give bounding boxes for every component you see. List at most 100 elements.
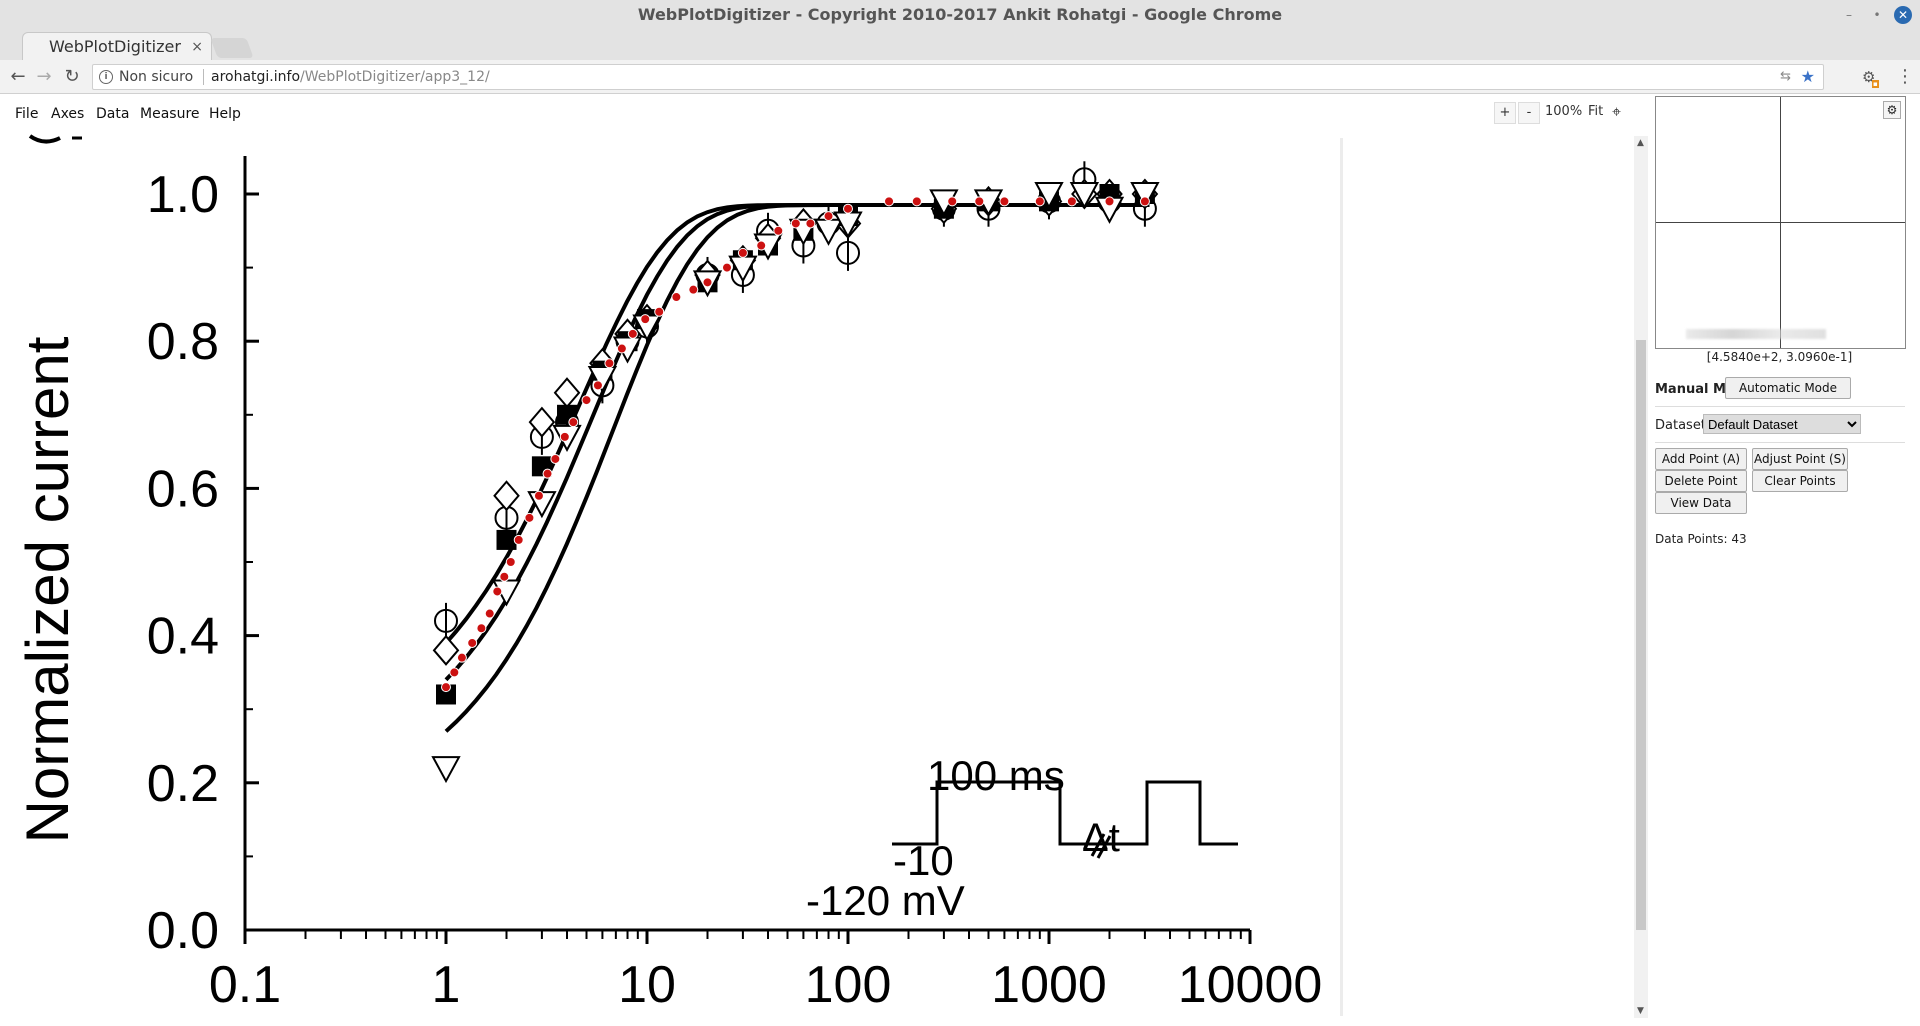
digitized-point (616, 343, 627, 354)
digitized-point (947, 196, 958, 207)
scroll-down-icon[interactable]: ▼ (1637, 1006, 1644, 1016)
digitized-point (568, 417, 579, 428)
digitized-point (559, 431, 570, 442)
app-menubar: File Axes Data Measure Help (0, 94, 1650, 130)
square-marker (436, 684, 456, 705)
info-icon[interactable]: i (99, 70, 113, 84)
square-marker (496, 529, 517, 550)
delete-point-button[interactable]: Delete Point (D) (1655, 470, 1747, 508)
translate-icon[interactable]: ⇆ (1780, 69, 1791, 84)
tab-strip: WebPlotDigitizer × (0, 30, 1920, 61)
digitized-point (721, 262, 732, 273)
diamond-marker (432, 634, 460, 666)
digitized-point (756, 240, 767, 251)
digitized-point (654, 306, 665, 317)
tab-close-icon[interactable]: × (191, 39, 203, 55)
window-controls: – • ✕ (1838, 4, 1912, 26)
view-data-button[interactable]: View Data (1655, 492, 1747, 514)
clear-points-button[interactable]: Clear Points (1752, 470, 1848, 492)
triangle-marker (1034, 182, 1064, 210)
menu-measure[interactable]: Measure (140, 106, 200, 122)
panel-divider (1655, 442, 1905, 443)
bookmark-star-icon[interactable]: ★ (1800, 67, 1815, 86)
data-points-count: Data Points: 43 (1655, 532, 1747, 546)
zoom-in-button[interactable]: + (1494, 102, 1516, 124)
panel-divider (1655, 406, 1905, 407)
digitized-point (550, 453, 561, 464)
triangle-marker (431, 756, 461, 784)
tab-title: WebPlotDigitizer (49, 37, 181, 56)
digitized-point (581, 395, 592, 406)
browser-tab[interactable]: WebPlotDigitizer × (22, 32, 212, 61)
back-arrow-icon[interactable]: ← (10, 66, 26, 87)
triangle-marker (587, 366, 618, 394)
menu-file[interactable]: File (15, 106, 39, 122)
y-axis-label: Normalized current (14, 336, 81, 843)
triangle-marker (1130, 182, 1160, 210)
digitized-point (843, 203, 853, 214)
canvas-scrollbar[interactable]: ▲ ▼ (1634, 136, 1648, 1018)
digitized-point (492, 586, 503, 597)
digitized-point (640, 314, 651, 325)
side-panel: ⚙ [4.5840e+2, 3.0960e-1] Manual Mode Aut… (1652, 96, 1920, 1022)
digitized-point (999, 196, 1010, 207)
chart-image[interactable]: 0.0 0.2 0.4 0.6 0.8 1.0 0.1 1 10 100 1000 10000 Norm… (0, 132, 1342, 1022)
close-window-button[interactable]: ✕ (1894, 6, 1912, 24)
url-text[interactable]: arohatgi.info/WebPlotDigitizer/app3_12/ (211, 65, 490, 89)
address-divider (203, 69, 204, 85)
y-tick-label: 0.4 (147, 608, 219, 666)
forward-arrow-icon[interactable]: → (36, 66, 52, 87)
zoom-out-button[interactable]: - (1518, 102, 1540, 124)
reload-icon[interactable]: ↻ (64, 66, 80, 87)
digitized-point (671, 292, 682, 303)
y-tick-label: 0.0 (147, 902, 219, 960)
digitized-point (449, 667, 460, 678)
scroll-up-icon[interactable]: ▲ (1637, 138, 1644, 148)
x-tick-label: 10000 (1178, 956, 1323, 1014)
menu-axes[interactable]: Axes (51, 106, 85, 122)
x-tick-label: 1 (432, 956, 461, 1014)
fit-curve (444, 203, 1150, 733)
diamond-marker (553, 377, 581, 409)
security-status[interactable]: Non sicuro (119, 69, 194, 85)
scrollbar-thumb[interactable] (1636, 340, 1646, 930)
new-tab-button[interactable] (210, 38, 254, 58)
digitized-point (737, 247, 748, 258)
adjust-point-button[interactable]: Adjust Point (S) (1752, 448, 1848, 470)
automatic-mode-button[interactable]: Automatic Mode (1725, 377, 1851, 399)
digitized-point (911, 196, 922, 207)
digitized-point (476, 623, 487, 634)
digitized-point (542, 468, 553, 479)
settings-gear-icon[interactable]: ⚙ (1883, 101, 1901, 119)
chrome-menu-icon[interactable]: ⋮ (1896, 66, 1914, 87)
digitized-point (592, 380, 603, 391)
diamond-marker (493, 480, 520, 512)
menu-data[interactable]: Data (96, 106, 130, 122)
inset-break-mark (1096, 835, 1112, 859)
triangle-marker (1069, 182, 1100, 210)
menu-help[interactable]: Help (209, 106, 241, 122)
digitized-point (456, 652, 467, 663)
x-tick-label: 10 (618, 956, 676, 1014)
url-host: arohatgi.info (211, 69, 301, 85)
minimize-button[interactable]: – (1846, 8, 1852, 22)
digitized-point (484, 608, 495, 619)
address-bar[interactable]: i Non sicuro arohatgi.info/WebPlotDigiti… (92, 64, 1824, 90)
inset-label: 100 ms (927, 752, 1065, 799)
digitized-point (805, 218, 816, 229)
magnifier-content (1686, 329, 1826, 339)
maximize-button[interactable]: • (1873, 8, 1881, 22)
dataset-label: Dataset (1655, 418, 1706, 433)
crosshair-icon[interactable]: ⌖ (1612, 102, 1622, 121)
zoom-level: 100% (1545, 104, 1583, 119)
digitized-point (499, 571, 510, 582)
fit-button[interactable]: Fit (1588, 104, 1604, 119)
add-point-button[interactable]: Add Point (A) (1655, 448, 1747, 470)
dataset-select[interactable]: Default Dataset (1703, 414, 1861, 434)
image-right-edge (1340, 138, 1343, 1016)
magnifier-view: ⚙ (1655, 96, 1906, 349)
cursor-coordinates: [4.5840e+2, 3.0960e-1] (1706, 350, 1853, 364)
dataset-row: Dataset Default Dataset (1655, 414, 1905, 436)
plot-canvas[interactable]: 0.0 0.2 0.4 0.6 0.8 1.0 0.1 1 10 100 1000 10000 Norm… (0, 132, 1342, 1022)
digitized-point (823, 211, 834, 222)
